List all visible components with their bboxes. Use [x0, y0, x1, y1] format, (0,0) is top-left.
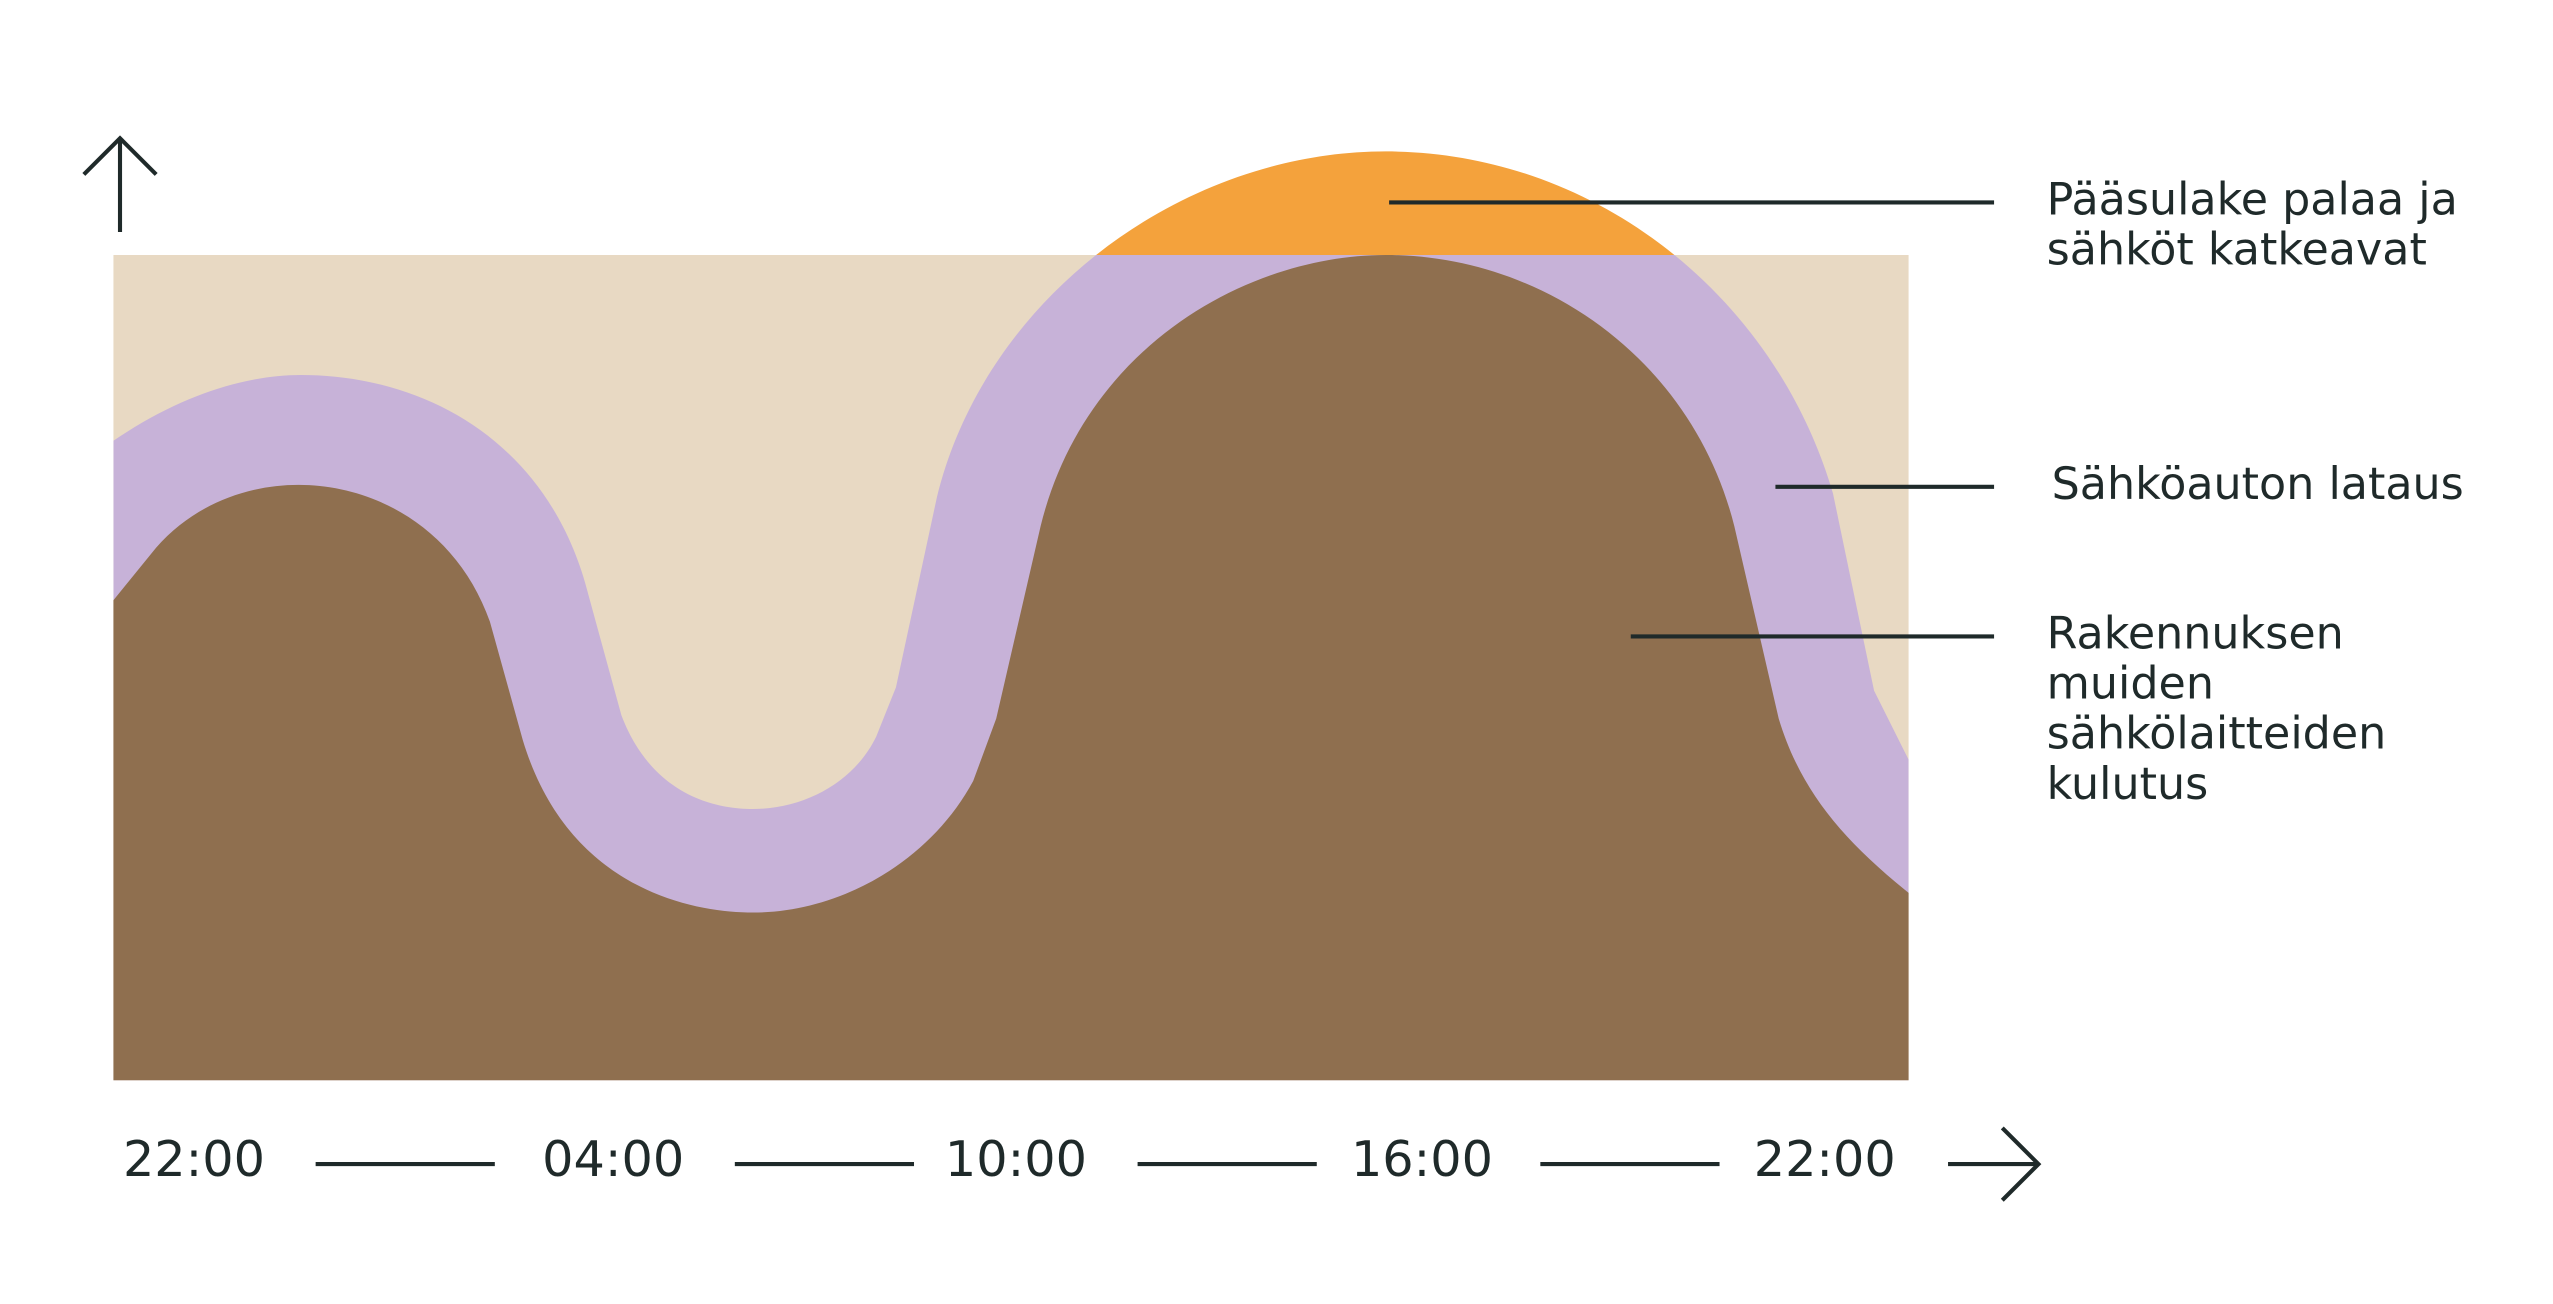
- time-label: 16:00: [1351, 1130, 1493, 1188]
- time-label: 22:00: [123, 1130, 265, 1188]
- building-consumption: [113, 254, 1909, 1081]
- annotation-line: sähkölaitteiden: [2047, 709, 2387, 760]
- annotation-line: Rakennuksen: [2047, 608, 2344, 659]
- time-label: 22:00: [1754, 1130, 1896, 1188]
- annotation-line: Pääsulake palaa ja: [2047, 174, 2458, 225]
- x-arrow: [1948, 1126, 2042, 1202]
- annotation-line: Sähköauton lataus: [2052, 459, 2464, 510]
- annotation-line: kulutus: [2047, 759, 2209, 810]
- annotation-line: sähköt katkeavat: [2047, 225, 2427, 276]
- time-label: 04:00: [542, 1130, 684, 1188]
- time-label: 10:00: [945, 1130, 1087, 1188]
- annotation-line: muiden: [2047, 659, 2214, 710]
- leader-lines: [1389, 200, 1995, 639]
- y-arrow: [82, 135, 158, 232]
